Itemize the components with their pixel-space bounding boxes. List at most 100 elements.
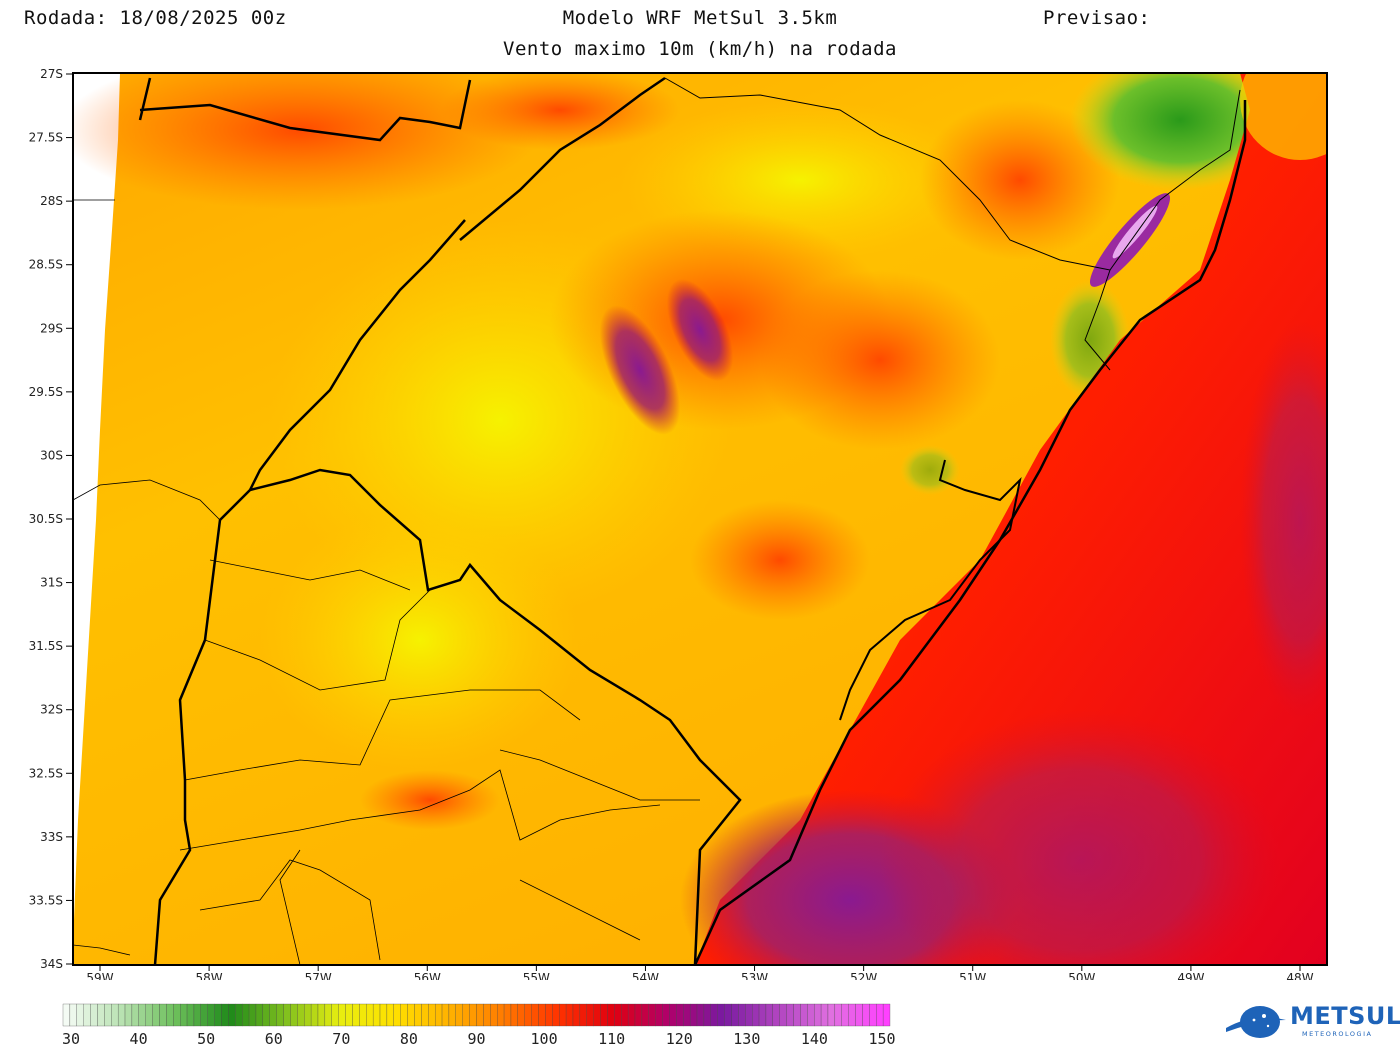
colorbar-cell (421, 1003, 429, 1027)
colorbar-cell (758, 1003, 767, 1027)
colorbar-cell (497, 1003, 505, 1027)
colorbar-cell (752, 1003, 760, 1027)
lat-tick-label: 33.5S (29, 893, 63, 907)
colorbar-cell (634, 1003, 643, 1027)
lon-tick-label: 53W (741, 971, 768, 980)
lat-tick-label: 34S (40, 957, 63, 971)
colorbar-cell (545, 1003, 553, 1027)
colorbar-cell (428, 1003, 436, 1027)
colorbar-cell (669, 1003, 677, 1027)
colorbar-cell (69, 1003, 77, 1027)
colorbar-cell (524, 1003, 532, 1027)
colorbar-cell (441, 1003, 450, 1027)
colorbar-cell (248, 1003, 257, 1027)
colorbar-cell (827, 1003, 836, 1027)
colorbar-cell (648, 1003, 656, 1027)
colorbar-label: 90 (467, 1030, 485, 1048)
colorbar-cell (572, 1003, 581, 1027)
colorbar-cell (662, 1003, 670, 1027)
colorbar-cell (717, 1003, 725, 1027)
colorbar-cell (614, 1003, 622, 1027)
colorbar-cell (97, 1003, 105, 1027)
colorbar-cell (765, 1003, 773, 1027)
colorbar-cell (779, 1003, 787, 1027)
colorbar-cell (76, 1003, 84, 1027)
lat-tick-label: 30S (40, 448, 63, 462)
colorbar-cell (621, 1003, 629, 1027)
lon-tick-label: 59W (86, 971, 113, 980)
colorbar-cell (855, 1003, 863, 1027)
lat-tick-label: 33S (40, 830, 63, 844)
colorbar-cell (359, 1003, 367, 1027)
colorbar-cell (166, 1003, 174, 1027)
colorbar-label: 50 (197, 1030, 215, 1048)
colorbar-cell (104, 1003, 112, 1027)
colorbar-cell (503, 1003, 512, 1027)
colorbar-label: 30 (62, 1030, 80, 1048)
colorbar-cell (131, 1003, 139, 1027)
colorbar-cell (586, 1003, 594, 1027)
lat-tick-label: 29S (40, 321, 63, 335)
lat-tick-label: 30.5S (29, 512, 63, 526)
colorbar-cell (366, 1003, 374, 1027)
colorbar-cell (214, 1003, 222, 1027)
lat-tick-label: 32S (40, 703, 63, 717)
colorbar-cell (407, 1003, 415, 1027)
colorbar-cell (683, 1003, 691, 1027)
colorbar-cell (434, 1003, 443, 1027)
colorbar-cell (793, 1003, 801, 1027)
colorbar-cell (710, 1003, 718, 1027)
colorbar-cell (372, 1003, 381, 1027)
colorbar-cell (228, 1003, 236, 1027)
logo-name: METSUL (1290, 1002, 1400, 1030)
colorbar-cell (393, 1003, 401, 1027)
colorbar-cell (627, 1003, 636, 1027)
lat-tick-label: 31.5S (29, 639, 63, 653)
colorbar-cell (490, 1003, 498, 1027)
lon-tick-label: 48W (1286, 971, 1313, 980)
colorbar-cell (476, 1003, 484, 1027)
colorbar-cell (138, 1003, 146, 1027)
colorbar-cell (607, 1003, 615, 1027)
colorbar-cell (186, 1003, 195, 1027)
colorbar-cell (552, 1003, 560, 1027)
lat-tick-label: 32.5S (29, 766, 63, 780)
lon-tick-label: 54W (632, 971, 659, 980)
latitude-ticks: 27S 27.5S 28S 28.5S 29S 29.5S 30S 30.5S 31S 31.5S… (29, 67, 73, 971)
colorbar-cell (772, 1003, 780, 1027)
colorbar-cell (283, 1003, 291, 1027)
lon-tick-label: 57W (305, 971, 332, 980)
colorbar-label: 100 (531, 1030, 558, 1048)
colorbar-cell (876, 1003, 884, 1027)
colorbar-cell (862, 1003, 870, 1027)
colorbar-cell (310, 1003, 319, 1027)
colorbar-cell (593, 1003, 601, 1027)
colorbar-cell (696, 1003, 705, 1027)
colorbar-cell (483, 1003, 491, 1027)
colorbar-cell (455, 1003, 463, 1027)
colorbar-cell (117, 1003, 126, 1027)
map-subtitle: Vento maximo 10m (km/h) na rodada (503, 38, 897, 60)
colorbar-cell (531, 1003, 539, 1027)
lat-tick-label: 31S (40, 576, 63, 590)
colorbar-cell (538, 1003, 546, 1027)
lat-tick-label: 28S (40, 194, 63, 208)
colorbar-cell (90, 1003, 98, 1027)
colorbar-label: 130 (733, 1030, 760, 1048)
lat-tick-label: 29.5S (29, 385, 63, 399)
colorbar-cell (807, 1003, 815, 1027)
colorbar-cell (304, 1003, 312, 1027)
lon-tick-label: 55W (523, 971, 550, 980)
lat-tick-label: 28.5S (29, 258, 63, 272)
colorbar-cell (200, 1003, 208, 1027)
colorbar-cell (221, 1003, 229, 1027)
colorbar-cell (324, 1003, 332, 1027)
colorbar-cell (786, 1003, 794, 1027)
colorbar-cell (689, 1003, 698, 1027)
colorbar-cell (262, 1003, 270, 1027)
colorbar-cell (510, 1003, 519, 1027)
colorbar-cell (869, 1003, 877, 1027)
colorbar-cell (800, 1003, 808, 1027)
colorbar-cell (62, 1003, 71, 1027)
colorbar-cell (338, 1003, 346, 1027)
